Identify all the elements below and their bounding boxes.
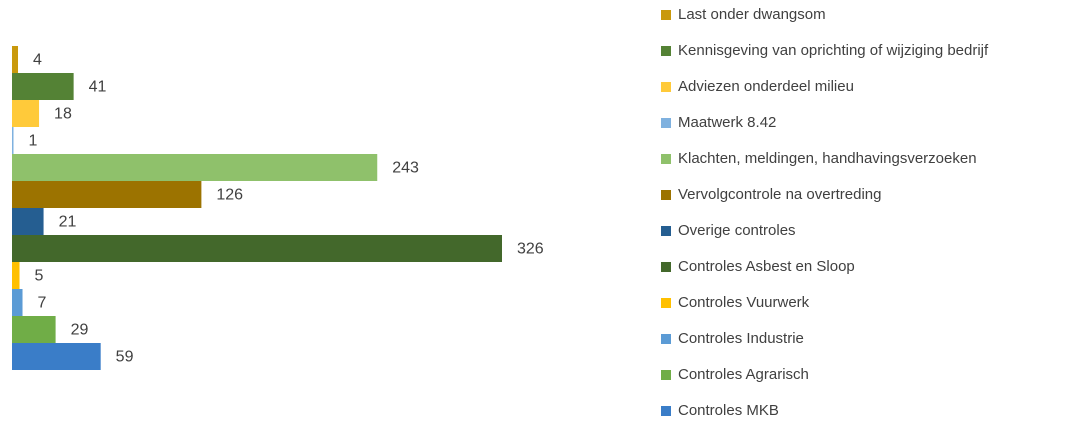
legend-label: Controles Vuurwerk <box>678 294 810 311</box>
bar <box>12 100 40 127</box>
data-label: 29 <box>71 322 89 339</box>
legend-swatch <box>661 46 671 56</box>
data-label: 126 <box>216 187 243 204</box>
legend-label: Vervolgcontrole na overtreding <box>678 186 881 203</box>
bar <box>12 208 44 235</box>
legend-label: Controles Industrie <box>678 330 804 347</box>
bar <box>12 262 20 289</box>
legend-label: Kennisgeving van oprichting of wijziging… <box>678 42 989 59</box>
bar <box>12 46 19 73</box>
bar <box>12 316 56 343</box>
data-label: 7 <box>38 295 47 312</box>
legend-swatch <box>661 334 671 344</box>
legend-label: Klachten, meldingen, handhavingsverzoeke… <box>678 150 977 167</box>
legend-swatch <box>661 190 671 200</box>
data-label: 41 <box>89 79 107 96</box>
data-label: 4 <box>33 52 42 69</box>
bar <box>12 154 378 181</box>
data-label: 5 <box>35 268 44 285</box>
bar <box>12 343 101 370</box>
bar <box>12 127 14 154</box>
bar <box>12 73 74 100</box>
data-label: 243 <box>392 160 419 177</box>
bar <box>12 289 23 316</box>
legend-swatch <box>661 298 671 308</box>
legend-label: Last onder dwangsom <box>678 6 826 23</box>
legend-swatch <box>661 406 671 416</box>
legend-swatch <box>661 10 671 20</box>
data-label: 59 <box>116 349 134 366</box>
data-label: 326 <box>517 241 544 258</box>
data-label: 1 <box>29 133 38 150</box>
bar <box>12 181 202 208</box>
legend-label: Maatwerk 8.42 <box>678 114 776 131</box>
data-label: 18 <box>54 106 72 123</box>
bar <box>12 235 502 262</box>
legend-swatch <box>661 226 671 236</box>
legend-swatch <box>661 82 671 92</box>
legend-label: Controles MKB <box>678 402 779 419</box>
legend-label: Controles Agrarisch <box>678 366 809 383</box>
legend-swatch <box>661 370 671 380</box>
legend-label: Adviezen onderdeel milieu <box>678 78 854 95</box>
legend-swatch <box>661 118 671 128</box>
legend-swatch <box>661 154 671 164</box>
legend-label: Overige controles <box>678 222 796 239</box>
data-label: 21 <box>59 214 77 231</box>
legend-swatch <box>661 262 671 272</box>
legend-label: Controles Asbest en Sloop <box>678 258 855 275</box>
